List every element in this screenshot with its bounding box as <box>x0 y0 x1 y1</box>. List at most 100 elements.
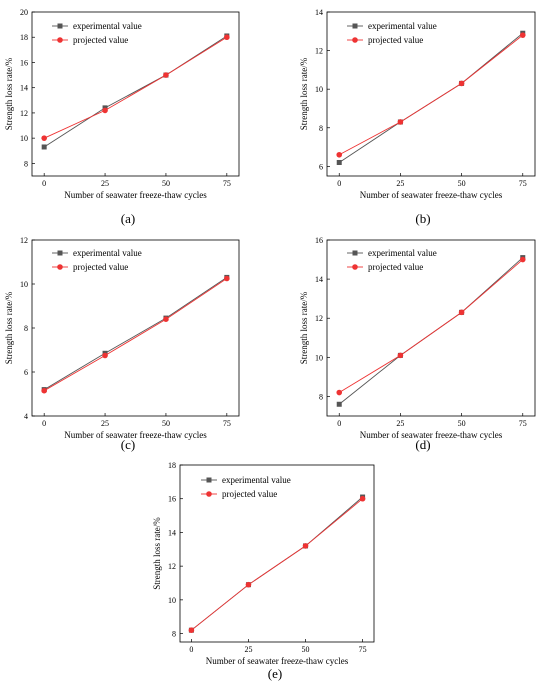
legend-label: experimental value <box>368 248 437 258</box>
chart-panel: 0 25 50 75 8 10 12 14 16 18 Number of seawater fre… <box>152 461 375 681</box>
data-point-circle <box>397 352 404 359</box>
panel-caption: (c) <box>121 437 135 452</box>
legend-marker-square <box>352 250 358 256</box>
series-line <box>43 36 228 139</box>
legend-label: projected value <box>222 489 277 499</box>
x-tick-label: 0 <box>189 645 193 654</box>
chart-panel: 0 25 50 75 6 8 10 12 14 Number of seawater freeze… <box>299 8 536 226</box>
x-tick-label: 25 <box>101 179 109 188</box>
x-axis-title: Number of seawater freeze-thaw cycles <box>360 430 503 440</box>
x-tick-label: 75 <box>223 419 231 428</box>
y-axis-title: Strength loss rate/% <box>4 291 14 364</box>
y-tick-label: 16 <box>20 58 28 67</box>
x-tick-label: 75 <box>519 419 527 428</box>
data-point-circle <box>359 495 366 502</box>
y-tick-label: 8 <box>319 124 323 133</box>
panel-caption: (d) <box>415 437 430 452</box>
plot-frame <box>326 239 536 417</box>
y-tick-label: 12 <box>315 47 323 56</box>
data-point-circle <box>245 581 252 588</box>
legend-marker-circle <box>57 37 63 43</box>
x-tick-label: 0 <box>337 179 341 188</box>
chart-panel: 0 25 50 75 8 10 12 14 16 18 20 Number of seawater f… <box>4 8 240 226</box>
data-point-circle <box>102 107 108 114</box>
x-tick-label: 0 <box>337 419 341 428</box>
plot-frame <box>31 11 240 177</box>
data-point-circle <box>336 389 343 396</box>
data-point-circle <box>102 352 108 359</box>
legend-marker-square <box>352 23 358 29</box>
x-tick-label: 50 <box>162 419 170 428</box>
chart-panel: 0 25 50 75 4 6 8 10 12 Number of seawater freeze-… <box>4 236 240 452</box>
data-point-square <box>336 401 342 407</box>
data-point-circle <box>519 32 526 38</box>
y-tick-label: 10 <box>20 134 28 143</box>
y-axis-title: Strength loss rate/% <box>299 57 309 130</box>
data-point-circle <box>519 256 526 263</box>
data-point-circle <box>163 72 169 78</box>
legend-label: projected value <box>73 35 128 45</box>
x-axis-title: Number of seawater freeze-thaw cycles <box>206 656 349 666</box>
x-tick-label: 0 <box>42 419 46 428</box>
y-tick-label: 16 <box>168 495 176 504</box>
y-tick-label: 14 <box>315 8 323 17</box>
legend-label: experimental value <box>368 21 437 31</box>
y-tick-label: 14 <box>315 275 323 284</box>
data-point-circle <box>41 135 47 141</box>
x-axis-title: Number of seawater freeze-thaw cycles <box>64 190 207 200</box>
data-point-circle <box>302 543 309 549</box>
data-point-circle <box>397 119 404 125</box>
panel-caption: (e) <box>268 666 282 681</box>
x-tick-label: 75 <box>359 645 367 654</box>
data-point-square <box>336 159 342 165</box>
data-point-circle <box>458 309 465 316</box>
y-axis-title: Strength loss rate/% <box>152 517 162 590</box>
data-point-circle <box>41 387 47 394</box>
data-point-circle <box>163 316 169 323</box>
legend-label: experimental value <box>73 248 142 258</box>
legend-marker-circle <box>352 264 358 270</box>
panel-caption: (b) <box>415 211 430 226</box>
legend-marker-circle <box>206 491 212 497</box>
plot-frame <box>31 239 240 417</box>
data-point-circle <box>224 275 230 282</box>
series-line <box>338 257 524 405</box>
y-tick-label: 6 <box>24 368 28 377</box>
y-tick-label: 6 <box>319 162 323 171</box>
data-point-square <box>41 144 47 150</box>
x-tick-label: 75 <box>519 179 527 188</box>
x-tick-label: 50 <box>302 645 310 654</box>
series-line <box>43 277 228 390</box>
plot-frame <box>326 11 536 177</box>
y-tick-label: 16 <box>315 236 323 245</box>
legend-marker-circle <box>57 264 63 270</box>
x-tick-label: 25 <box>101 419 109 428</box>
x-axis-title: Number of seawater freeze-thaw cycles <box>360 190 503 200</box>
legend-label: experimental value <box>73 21 142 31</box>
y-tick-label: 14 <box>168 528 176 537</box>
x-tick-label: 25 <box>396 179 404 188</box>
x-tick-label: 75 <box>223 179 231 188</box>
x-tick-label: 25 <box>396 419 404 428</box>
x-tick-label: 50 <box>162 179 170 188</box>
y-tick-label: 12 <box>20 109 28 118</box>
x-axis-title: Number of seawater freeze-thaw cycles <box>64 430 207 440</box>
legend-label: experimental value <box>222 475 291 485</box>
x-tick-label: 50 <box>458 179 466 188</box>
series-line <box>338 32 524 163</box>
y-tick-label: 18 <box>20 33 28 42</box>
series-line <box>339 34 524 156</box>
series-line <box>191 498 363 631</box>
x-tick-label: 25 <box>244 645 252 654</box>
legend-label: projected value <box>73 262 128 272</box>
x-tick-label: 50 <box>458 419 466 428</box>
data-point-circle <box>224 34 230 41</box>
y-tick-label: 10 <box>168 596 176 605</box>
legend-label: projected value <box>368 262 423 272</box>
y-tick-label: 10 <box>315 85 323 94</box>
legend-marker-square <box>57 250 63 256</box>
plot-frame <box>179 464 375 643</box>
y-tick-label: 12 <box>168 562 176 571</box>
legend-label: projected value <box>368 35 423 45</box>
